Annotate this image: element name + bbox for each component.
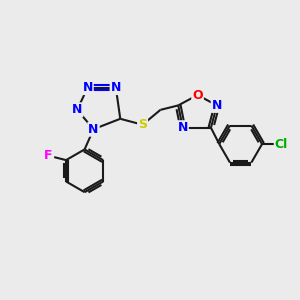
Text: S: S xyxy=(138,118,147,131)
Text: F: F xyxy=(44,149,52,162)
Text: Cl: Cl xyxy=(275,138,288,151)
Text: N: N xyxy=(82,81,93,94)
Text: N: N xyxy=(212,99,222,112)
Text: N: N xyxy=(72,103,83,116)
Text: N: N xyxy=(88,123,99,136)
Text: O: O xyxy=(192,88,203,101)
Text: N: N xyxy=(111,81,121,94)
Text: N: N xyxy=(178,121,188,134)
